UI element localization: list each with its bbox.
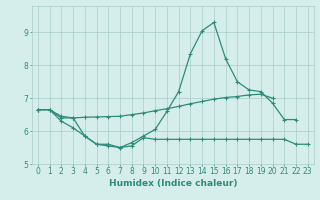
X-axis label: Humidex (Indice chaleur): Humidex (Indice chaleur): [108, 179, 237, 188]
